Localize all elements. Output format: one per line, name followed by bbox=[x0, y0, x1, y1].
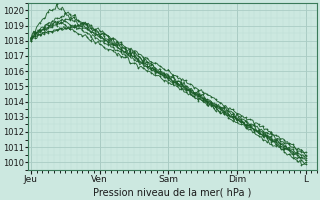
X-axis label: Pression niveau de la mer( hPa ): Pression niveau de la mer( hPa ) bbox=[93, 187, 252, 197]
